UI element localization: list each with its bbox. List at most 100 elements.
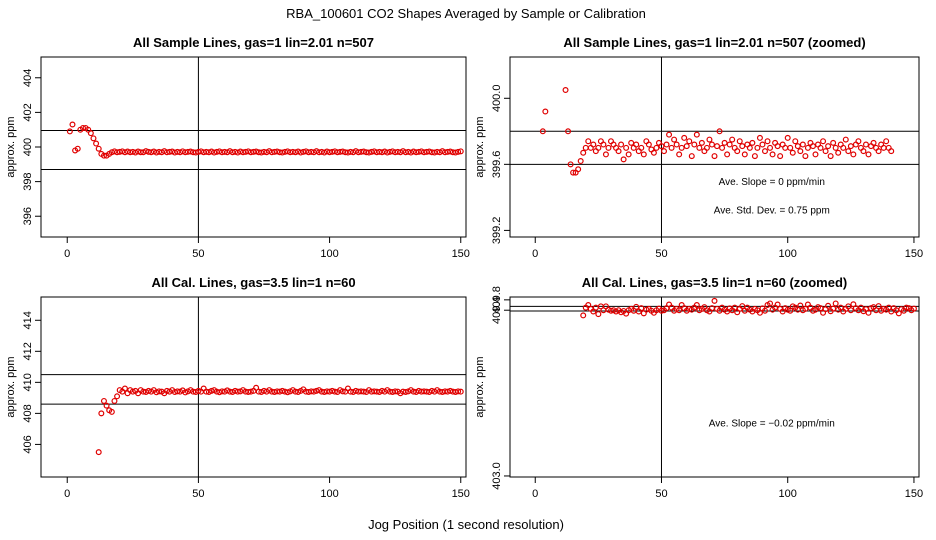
- data-point: [845, 148, 852, 155]
- x-tick-label: 100: [320, 248, 338, 260]
- data-point: [565, 128, 572, 135]
- data-point: [797, 302, 804, 309]
- y-tick-label: 409.4: [491, 296, 503, 324]
- data-point: [360, 148, 367, 155]
- data-point: [825, 302, 832, 309]
- data-point: [253, 148, 260, 155]
- data-point: [777, 153, 784, 160]
- data-point: [822, 148, 829, 155]
- data-point: [103, 402, 110, 409]
- data-point: [211, 149, 218, 156]
- data-point: [331, 388, 338, 395]
- data-point: [736, 138, 743, 145]
- data-point: [93, 140, 100, 147]
- data-point: [855, 138, 862, 145]
- data-point: [668, 144, 675, 151]
- y-tick-label: 400: [22, 138, 34, 156]
- data-point: [683, 143, 690, 150]
- data-point: [840, 144, 847, 151]
- data-point: [787, 144, 794, 151]
- data-point: [729, 136, 736, 143]
- y-tick-label: 414: [22, 311, 34, 329]
- data-point: [797, 148, 804, 155]
- data-point: [253, 384, 260, 391]
- data-point: [279, 149, 286, 156]
- panel-4: All Cal. Lines, gas=3.5 lin=1 n=60 (zoom…: [474, 275, 923, 500]
- x-tick-label: 150: [905, 248, 923, 260]
- panel-1: All Sample Lines, gas=1 lin=2.01 n=507 0 5…: [5, 35, 470, 260]
- data-point: [719, 144, 726, 151]
- data-point: [726, 141, 733, 148]
- data-point: [658, 307, 665, 314]
- data-point: [447, 387, 454, 394]
- data-point: [100, 397, 107, 404]
- data-point: [734, 148, 741, 155]
- plot-frame: [509, 56, 920, 238]
- data-point: [759, 141, 766, 148]
- panel-title: All Sample Lines, gas=1 lin=2.01 n=507: [133, 35, 374, 50]
- x-tick-label: 50: [192, 488, 204, 500]
- data-point: [825, 143, 832, 150]
- data-point: [789, 149, 796, 156]
- data-point: [625, 151, 632, 158]
- data-point: [865, 309, 872, 316]
- data-point: [447, 148, 454, 155]
- data-point: [671, 136, 678, 143]
- data-point: [809, 143, 816, 150]
- data-point: [792, 138, 799, 145]
- data-point: [457, 388, 464, 395]
- data-point: [756, 309, 763, 316]
- x-tick-label: 0: [532, 488, 538, 500]
- data-point: [678, 144, 685, 151]
- data-point: [187, 148, 194, 155]
- data-point: [66, 128, 73, 135]
- data-point: [686, 138, 693, 145]
- y-axis-label: approx. ppm: [474, 116, 486, 177]
- data-point: [706, 136, 713, 143]
- data-point: [137, 149, 144, 156]
- data-point: [365, 149, 372, 156]
- data-point: [638, 305, 645, 312]
- data-point: [245, 388, 252, 395]
- data-point: [542, 108, 549, 115]
- data-point: [832, 300, 839, 307]
- data-point: [832, 144, 839, 151]
- x-tick-label: 100: [779, 488, 797, 500]
- panel-title: All Cal. Lines, gas=3.5 lin=1 n=60: [151, 275, 355, 290]
- data-point: [820, 138, 827, 145]
- data-point: [297, 149, 304, 156]
- data-point: [653, 144, 660, 151]
- data-point: [696, 144, 703, 151]
- data-point: [580, 312, 587, 319]
- data-point: [739, 303, 746, 310]
- data-point: [339, 148, 346, 155]
- data-point: [875, 303, 882, 310]
- y-axis-label: approx. ppm: [5, 356, 17, 417]
- data-point: [618, 141, 625, 148]
- data-point: [602, 151, 609, 158]
- data-point: [676, 307, 683, 314]
- y-axis-label: approx. ppm: [5, 116, 17, 177]
- data-point: [615, 148, 622, 155]
- data-point: [802, 153, 809, 160]
- data-point: [310, 388, 317, 395]
- data-point: [121, 385, 128, 392]
- data-point: [457, 148, 464, 155]
- data-point: [711, 297, 718, 304]
- annotation: Ave. Slope = −0.02 ppm/min: [709, 419, 835, 430]
- x-tick-label: 0: [64, 248, 70, 260]
- data-point: [74, 145, 81, 152]
- data-point: [95, 449, 102, 456]
- annotation: Ave. Slope = 0 ppm/min: [719, 177, 825, 188]
- data-point: [835, 149, 842, 156]
- data-point: [799, 141, 806, 148]
- data-point: [69, 121, 76, 128]
- y-axis-label: approx. ppm: [474, 356, 486, 417]
- data-point: [693, 131, 700, 138]
- panel-3: All Cal. Lines, gas=3.5 lin=1 n=60 0 50 100…: [5, 275, 470, 500]
- data-point: [847, 143, 854, 150]
- data-point: [90, 135, 97, 142]
- data-point: [234, 388, 241, 395]
- y-tick-label: 404: [22, 69, 34, 87]
